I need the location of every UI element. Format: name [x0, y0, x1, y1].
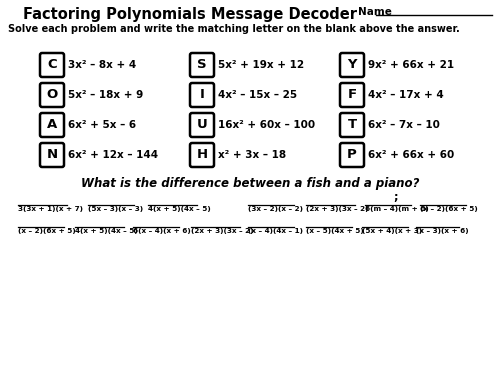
Text: 6(m – 4)(m + 6): 6(m – 4)(m + 6) — [365, 206, 429, 212]
Text: 16x² + 60x – 100: 16x² + 60x – 100 — [218, 120, 315, 130]
Text: (x – 3)(x + 6): (x – 3)(x + 6) — [416, 228, 469, 234]
FancyBboxPatch shape — [190, 53, 214, 77]
Text: H: H — [196, 148, 207, 162]
Text: What is the difference between a fish and a piano?: What is the difference between a fish an… — [81, 177, 419, 190]
Text: 4(x + 5)(4x – 5): 4(x + 5)(4x – 5) — [148, 206, 211, 212]
FancyBboxPatch shape — [190, 143, 214, 167]
Text: P: P — [347, 148, 357, 162]
Text: A: A — [47, 118, 57, 132]
Text: U: U — [196, 118, 207, 132]
Text: (x – 2)(6x + 5): (x – 2)(6x + 5) — [420, 206, 478, 212]
FancyBboxPatch shape — [40, 143, 64, 167]
FancyBboxPatch shape — [190, 113, 214, 137]
Text: N: N — [46, 148, 58, 162]
Text: 6x² + 5x – 6: 6x² + 5x – 6 — [68, 120, 136, 130]
Text: ;: ; — [393, 192, 398, 202]
FancyBboxPatch shape — [340, 113, 364, 137]
Text: 5x² + 19x + 12: 5x² + 19x + 12 — [218, 60, 304, 70]
Text: x² + 3x – 18: x² + 3x – 18 — [218, 150, 286, 160]
Text: 4x² – 15x – 25: 4x² – 15x – 25 — [218, 90, 297, 100]
Text: F: F — [348, 88, 356, 102]
Text: Name: Name — [358, 7, 392, 17]
Text: (5x + 4)(x + 3): (5x + 4)(x + 3) — [362, 228, 422, 234]
Text: S: S — [197, 58, 207, 72]
Text: (2x + 3)(3x – 2): (2x + 3)(3x – 2) — [191, 228, 254, 234]
FancyBboxPatch shape — [340, 53, 364, 77]
FancyBboxPatch shape — [40, 53, 64, 77]
FancyBboxPatch shape — [40, 113, 64, 137]
Text: (x – 2)(6x + 5): (x – 2)(6x + 5) — [18, 228, 76, 234]
Text: 4x² – 17x + 4: 4x² – 17x + 4 — [368, 90, 444, 100]
Text: 6x² + 66x + 60: 6x² + 66x + 60 — [368, 150, 454, 160]
Text: Factoring Polynomials Message Decoder: Factoring Polynomials Message Decoder — [23, 7, 357, 22]
Text: (x – 4)(4x – 1): (x – 4)(4x – 1) — [248, 228, 303, 234]
Text: 3(3x + 1)(x + 7): 3(3x + 1)(x + 7) — [18, 206, 83, 212]
Text: T: T — [348, 118, 356, 132]
FancyBboxPatch shape — [340, 83, 364, 107]
Text: (2x + 3)(3x – 2): (2x + 3)(3x – 2) — [306, 206, 368, 212]
Text: 6(x – 4)(x + 6): 6(x – 4)(x + 6) — [133, 228, 191, 234]
Text: Solve each problem and write the matching letter on the blank above the answer.: Solve each problem and write the matchin… — [8, 24, 460, 34]
FancyBboxPatch shape — [190, 83, 214, 107]
Text: (3x – 2)(x – 2): (3x – 2)(x – 2) — [248, 206, 303, 212]
Text: Y: Y — [347, 58, 357, 72]
Text: 9x² + 66x + 21: 9x² + 66x + 21 — [368, 60, 454, 70]
Text: O: O — [46, 88, 58, 102]
Text: C: C — [47, 58, 57, 72]
Text: (x – 5)(4x + 5): (x – 5)(4x + 5) — [306, 228, 364, 234]
Text: (5x – 3)(x – 3): (5x – 3)(x – 3) — [88, 206, 143, 212]
Text: I: I — [200, 88, 204, 102]
Text: 6x² – 7x – 10: 6x² – 7x – 10 — [368, 120, 440, 130]
Text: 3x² – 8x + 4: 3x² – 8x + 4 — [68, 60, 136, 70]
Text: 5x² – 18x + 9: 5x² – 18x + 9 — [68, 90, 144, 100]
Text: 6x² + 12x – 144: 6x² + 12x – 144 — [68, 150, 158, 160]
Text: 4(x + 5)(4x – 5): 4(x + 5)(4x – 5) — [75, 228, 138, 234]
FancyBboxPatch shape — [40, 83, 64, 107]
FancyBboxPatch shape — [340, 143, 364, 167]
